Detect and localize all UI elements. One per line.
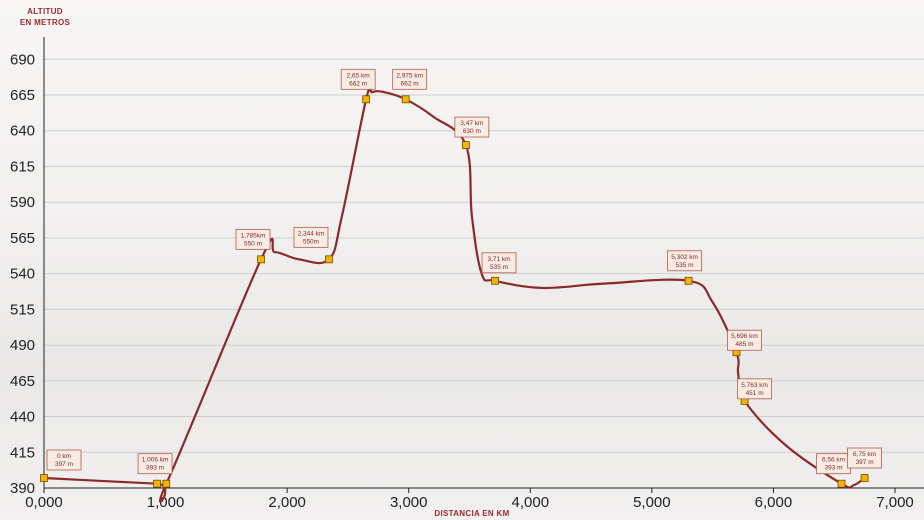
waypoint-label-box (727, 329, 762, 351)
waypoint-marker (401, 95, 410, 104)
waypoint-label-box (392, 68, 428, 90)
waypoint-label-distance: 6,75 km (853, 451, 876, 458)
waypoint-label-distance: 6,56 km (822, 457, 845, 464)
y-tick-label: 565 (10, 230, 35, 247)
waypoint-label-box (737, 378, 773, 400)
waypoint-marker (837, 479, 846, 488)
waypoint-label-distance: 2,344 km (298, 230, 325, 237)
y-tick-label: 540 (10, 266, 35, 283)
waypoint-label-altitude: 550m (303, 238, 319, 245)
y-tick-label: 390 (10, 480, 35, 497)
waypoint-label-box (481, 252, 517, 274)
x-axis-title: DISTANCIA EN KM (434, 509, 510, 518)
waypoint-marker (491, 276, 499, 285)
y-tick-label: 490 (10, 337, 35, 354)
waypoint-label-altitude: 550 m (244, 240, 262, 247)
waypoint-label-distance: 1,785km (241, 232, 266, 239)
waypoint-label-box (454, 116, 490, 138)
waypoint-label-box (46, 449, 82, 471)
waypoint-label-box (137, 453, 173, 475)
waypoint-label-box (293, 226, 329, 248)
waypoint-label-box (847, 447, 883, 469)
y-axis-title: ALTITUD EN METROS (10, 6, 80, 28)
waypoint-marker (162, 479, 171, 488)
waypoint-label-altitude: 630 m (463, 128, 481, 135)
x-tick-label: 0,000 (25, 494, 63, 511)
waypoint-label-altitude: 662 m (349, 80, 367, 87)
waypoint-label-altitude: 535 m (490, 264, 508, 271)
x-tick-label: 2,000 (268, 494, 306, 511)
y-axis-title-line1: ALTITUD (27, 7, 63, 16)
y-tick-label: 640 (10, 123, 35, 140)
waypoint-label-distance: 2,65 km (347, 72, 370, 79)
waypoint-marker (325, 255, 333, 264)
waypoint-label-altitude: 485 m (735, 341, 753, 348)
waypoint-marker (362, 95, 371, 104)
waypoint-label-altitude: 662 m (401, 80, 419, 87)
waypoint-label-distance: 0 km (57, 453, 71, 460)
waypoint-marker (153, 479, 161, 488)
waypoint-marker (860, 474, 869, 482)
waypoint-label-altitude: 397 m (55, 461, 73, 468)
waypoint-label-box (667, 250, 702, 272)
waypoint-label-altitude: 393 m (824, 465, 842, 472)
y-tick-label: 440 (10, 409, 35, 426)
waypoint-label-altitude: 451 m (746, 390, 764, 397)
waypoint-label-distance: 3,47 km (460, 120, 483, 127)
x-tick-label: 5,000 (633, 494, 671, 511)
y-axis-title-line2: EN METROS (19, 18, 71, 27)
waypoint-label-altitude: 393 m (146, 465, 164, 472)
waypoint-marker (461, 141, 470, 149)
y-tick-label: 515 (10, 301, 35, 318)
waypoint-label-distance: 1,006 km (142, 457, 169, 464)
waypoint-label-distance: 5,302 km (671, 254, 698, 261)
y-tick-label: 615 (10, 158, 35, 175)
y-tick-label: 415 (10, 444, 35, 461)
x-tick-label: 6,000 (755, 494, 793, 511)
x-tick-label: 3,000 (390, 494, 428, 511)
waypoint-marker (684, 276, 693, 285)
waypoint-label-distance: 5,763 km (741, 382, 768, 389)
y-tick-label: 690 (10, 51, 35, 68)
waypoint-markers (40, 95, 869, 488)
x-tick-label: 4,000 (512, 494, 550, 511)
x-tick-label: 1,000 (147, 494, 185, 511)
waypoint-label-distance: 5,696 km (731, 333, 758, 340)
y-tick-label: 465 (10, 373, 35, 390)
y-tick-label: 665 (10, 87, 35, 104)
y-tick-labels: 390 415 440 465 490 515 540 565 590 615 640 665 690 (10, 51, 35, 497)
x-tick-label: 7,000 (876, 494, 914, 511)
elevation-line (43, 86, 866, 503)
waypoint-label-box (235, 228, 271, 250)
waypoint-label-altitude: 535 m (676, 262, 694, 269)
waypoint-label-box (340, 68, 376, 90)
y-tick-label: 590 (10, 194, 35, 211)
waypoint-label-distance: 2,975 km (396, 72, 423, 79)
waypoint-marker (40, 474, 48, 482)
waypoint-label-altitude: 397 m (856, 459, 874, 466)
waypoint-label-distance: 3,71 km (487, 256, 510, 263)
waypoint-marker (257, 255, 265, 264)
x-tick-labels: 0,000 1,000 2,000 3,000 4,000 5,000 6,000 7,000 (25, 494, 914, 511)
